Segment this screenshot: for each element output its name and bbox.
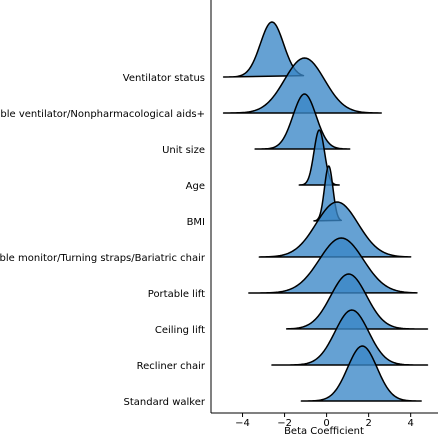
ridges-layer — [222, 21, 429, 402]
y-label-recliner-chair: Recliner chair — [137, 361, 206, 372]
x-axis-ticks: −4 −2 0 2 4 — [235, 413, 414, 429]
y-label-ceiling-lift: Ceiling lift — [155, 325, 205, 336]
y-label-ventilator-status: Ventilator status — [123, 73, 205, 84]
ridge-standard-walker — [300, 345, 422, 402]
x-tick-label: −4 — [235, 418, 250, 429]
ridge-recliner-chair — [271, 309, 429, 366]
x-tick-label: −2 — [277, 418, 292, 429]
y-label-portable-lift: Portable lift — [148, 289, 205, 300]
y-label-portable-ventilator-nonpharmacological-aids: Portable ventilator/Nonpharmacological a… — [0, 109, 205, 120]
ridge-portable-lift — [248, 237, 418, 294]
y-label-unit-size: Unit size — [162, 145, 205, 156]
ridge-portable-monitor-turning-straps-bariatric-chair — [258, 201, 412, 258]
x-axis-title: Beta Coefficient — [284, 426, 364, 437]
y-label-portable-monitor-turning-straps-bariatric-chair: Portable monitor/Turning straps/Bariatri… — [0, 253, 206, 264]
x-tick-label: 2 — [365, 418, 371, 429]
y-label-age: Age — [186, 181, 205, 192]
y-label-standard-walker: Standard walker — [124, 397, 206, 408]
y-tick-labels: Ventilator status Portable ventilator/Non… — [0, 73, 206, 408]
ridge-unit-size — [254, 93, 351, 150]
ridge-ventilator-status — [222, 21, 305, 78]
x-tick-label: 0 — [323, 418, 329, 429]
ridge-portable-ventilator-nonpharmacological-aids — [222, 57, 382, 114]
y-label-bmi: BMI — [187, 217, 205, 228]
ridge-ceiling-lift — [285, 273, 429, 330]
x-tick-label: 4 — [407, 418, 413, 429]
